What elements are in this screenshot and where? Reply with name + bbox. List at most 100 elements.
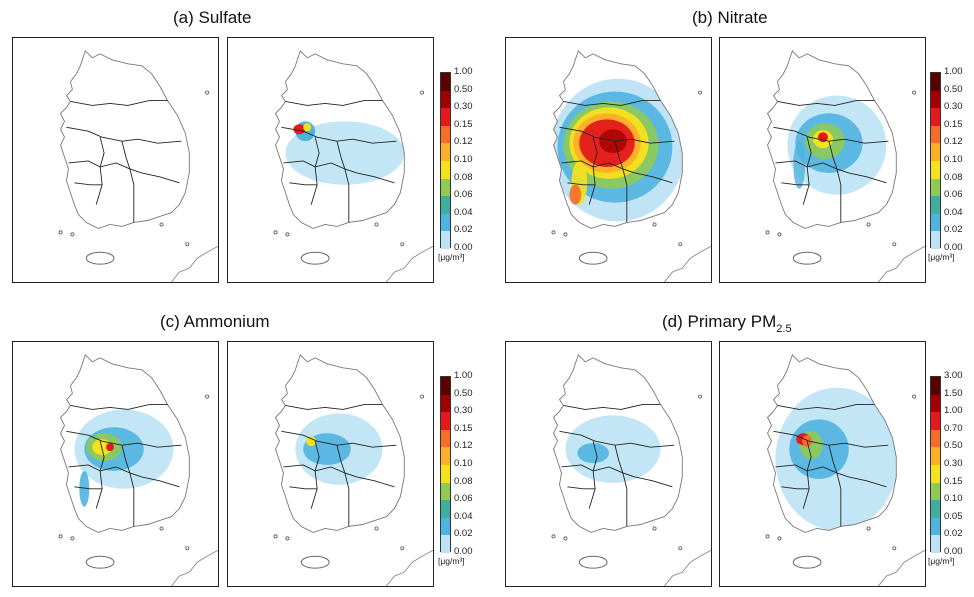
colorbar-segment [441,125,450,144]
colorbar-tick-label: 0.04 [454,206,473,218]
japan-coastline [878,245,925,282]
sulfate-map-right [227,37,434,283]
map-canvas [58,50,218,282]
small-island [205,90,210,95]
small-island [563,536,568,541]
province-border [634,476,673,488]
nitrate-map-right [719,37,926,283]
province-border [68,160,142,174]
province-border [285,404,383,410]
province-border [283,160,357,174]
colorbar-segment [931,161,940,180]
nitrate-map-left [505,37,712,283]
panel-d-title: (d) Primary PM2.5 [662,312,792,335]
colorbar-segment [931,412,940,431]
concentration-region [306,436,317,447]
province-border [141,476,180,488]
colorbar-tick-label: 0.10 [454,458,473,469]
colorbar-tick-label: 0.05 [944,510,963,522]
colorbar-tick-label: 0.00 [454,242,473,253]
small-island [58,534,63,539]
map-canvas [551,354,711,586]
map-canvas [765,354,925,586]
colorbar-tick-label: 0.08 [454,475,473,487]
colorbar-segment [931,517,940,536]
colorbar-tick-label: 0.30 [454,405,473,417]
small-island [285,232,290,237]
korea-coastline [766,354,897,533]
ammonium-map-right [227,341,434,587]
colorbar-tick-label: 0.10 [944,493,963,505]
colorbar-segment [441,535,450,554]
colorbar-tick-label: 0.00 [944,546,963,557]
province-border [121,445,135,527]
korea-coastline [274,354,405,533]
colorbar-tick-label: 0.06 [944,189,963,201]
korea-coastline [552,354,683,533]
province-border [561,464,635,478]
map-canvas [273,50,433,282]
colorbar-segment [441,447,450,466]
province-border [74,486,103,490]
province-border [775,464,849,478]
small-island [765,230,770,235]
colorbar-tick-label: 0.12 [454,440,473,452]
province-border [70,100,168,106]
nitrate-colorbar-legend: 1.00 0.50 0.30 0.15 0.12 0.10 0.08 0.06 0.04 0.02… [928,67,974,267]
province-border [588,137,598,205]
province-border [336,141,350,223]
concentration-region [303,123,312,132]
province-border [563,100,661,106]
colorbar-segment [441,161,450,180]
colorbar-segment [931,178,940,197]
colorbar-segment [931,394,940,413]
small-island [892,546,897,551]
jeju-island [300,555,330,569]
concentration-region [293,124,306,135]
province-border [289,486,318,490]
panel-a-title: (a) Sulfate [173,8,252,27]
colorbar-segment [441,231,450,250]
colorbar-tick-label: 0.06 [454,189,473,201]
colorbar-tick-label: 0.08 [944,171,963,183]
colorbar-segment [441,482,450,501]
province-border [310,441,320,509]
colorbar-segment [441,429,450,448]
small-island [652,526,657,531]
japan-coastline [386,549,433,586]
province-border [588,441,598,509]
province-border [828,141,842,223]
colorbar-segment [441,213,450,232]
colorbar-segment [931,377,940,396]
colorbar-tick-label: 0.15 [454,422,473,434]
province-border [773,126,889,144]
ammonium-colorbar-legend: 1.00 0.50 0.30 0.15 0.12 0.10 0.08 0.06 0.04 0.02… [438,371,492,571]
province-border [310,137,320,205]
map-canvas [273,354,433,586]
korea-coastline [59,354,190,533]
small-island [374,222,379,227]
province-border [777,404,875,410]
small-island [70,232,75,237]
province-border [802,137,812,205]
small-island [400,546,405,551]
small-island [420,394,425,399]
map-canvas [765,50,925,282]
province-border [95,137,105,205]
province-border [561,160,635,174]
small-island [892,242,897,247]
province-border [70,404,168,410]
small-island [273,230,278,235]
small-island [205,394,210,399]
small-island [420,90,425,95]
colorbar-segment [441,377,450,396]
japan-coastline [664,245,711,282]
colorbar-segment [931,125,940,144]
colorbar-segment [931,465,940,484]
colorbar-tick-label: 0.70 [944,422,963,434]
province-border [828,445,842,527]
colorbar-tick-label: 0.12 [454,136,473,148]
jeju-island [300,251,330,265]
colorbar-segment [441,108,450,127]
small-island [912,394,917,399]
